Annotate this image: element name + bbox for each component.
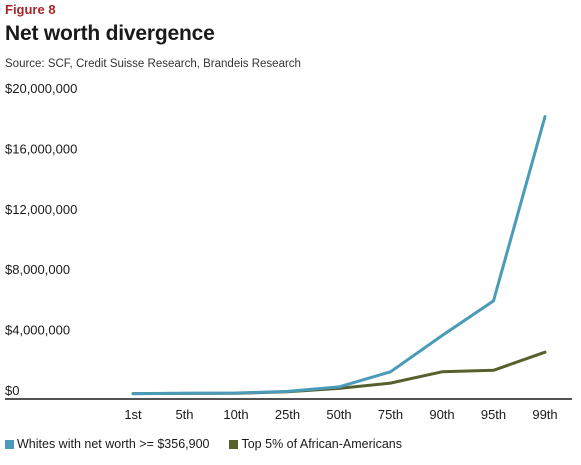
figure-label: Figure 8 — [5, 2, 56, 17]
y-tick-label: $20,000,000 — [5, 81, 77, 96]
legend: Whites with net worth >= $356,900 Top 5%… — [5, 437, 422, 451]
x-tick-label: 1st — [124, 407, 142, 422]
legend-item-african-americans: Top 5% of African-Americans — [229, 437, 402, 451]
x-tick-label: 50th — [326, 407, 351, 422]
legend-item-whites: Whites with net worth >= $356,900 — [5, 437, 209, 451]
series-line-0 — [131, 115, 547, 396]
x-tick-label: 5th — [175, 407, 193, 422]
y-tick-label: $16,000,000 — [5, 141, 77, 156]
x-tick-label: 95th — [481, 407, 506, 422]
y-tick-label: $8,000,000 — [5, 262, 70, 277]
y-axis-ticks: $0 $4,000,000 $8,000,000 $12,000,000 $16,000… — [5, 81, 77, 398]
y-tick-label: $4,000,000 — [5, 323, 70, 338]
x-tick-label: 10th — [223, 407, 248, 422]
legend-swatch-african-americans — [229, 439, 239, 449]
chart-title: Net worth divergence — [5, 22, 215, 45]
x-tick-label: 75th — [378, 407, 403, 422]
y-tick-label: $12,000,000 — [5, 202, 77, 217]
chart-subtitle: Source: SCF, Credit Suisse Research, Bra… — [5, 58, 301, 70]
legend-label-african-americans: Top 5% of African-Americans — [241, 437, 402, 451]
legend-label-whites: Whites with net worth >= $356,900 — [17, 437, 210, 451]
x-tick-label: 99th — [532, 407, 557, 422]
x-tick-label: 25th — [275, 407, 300, 422]
legend-swatch-whites — [5, 439, 14, 449]
x-axis-ticks: 1st 5th 10th 25th 50th 75th 90th 95th 99th — [124, 407, 557, 422]
x-tick-label: 90th — [429, 407, 454, 422]
series-lines — [131, 115, 547, 396]
y-tick-label: $0 — [5, 383, 19, 398]
